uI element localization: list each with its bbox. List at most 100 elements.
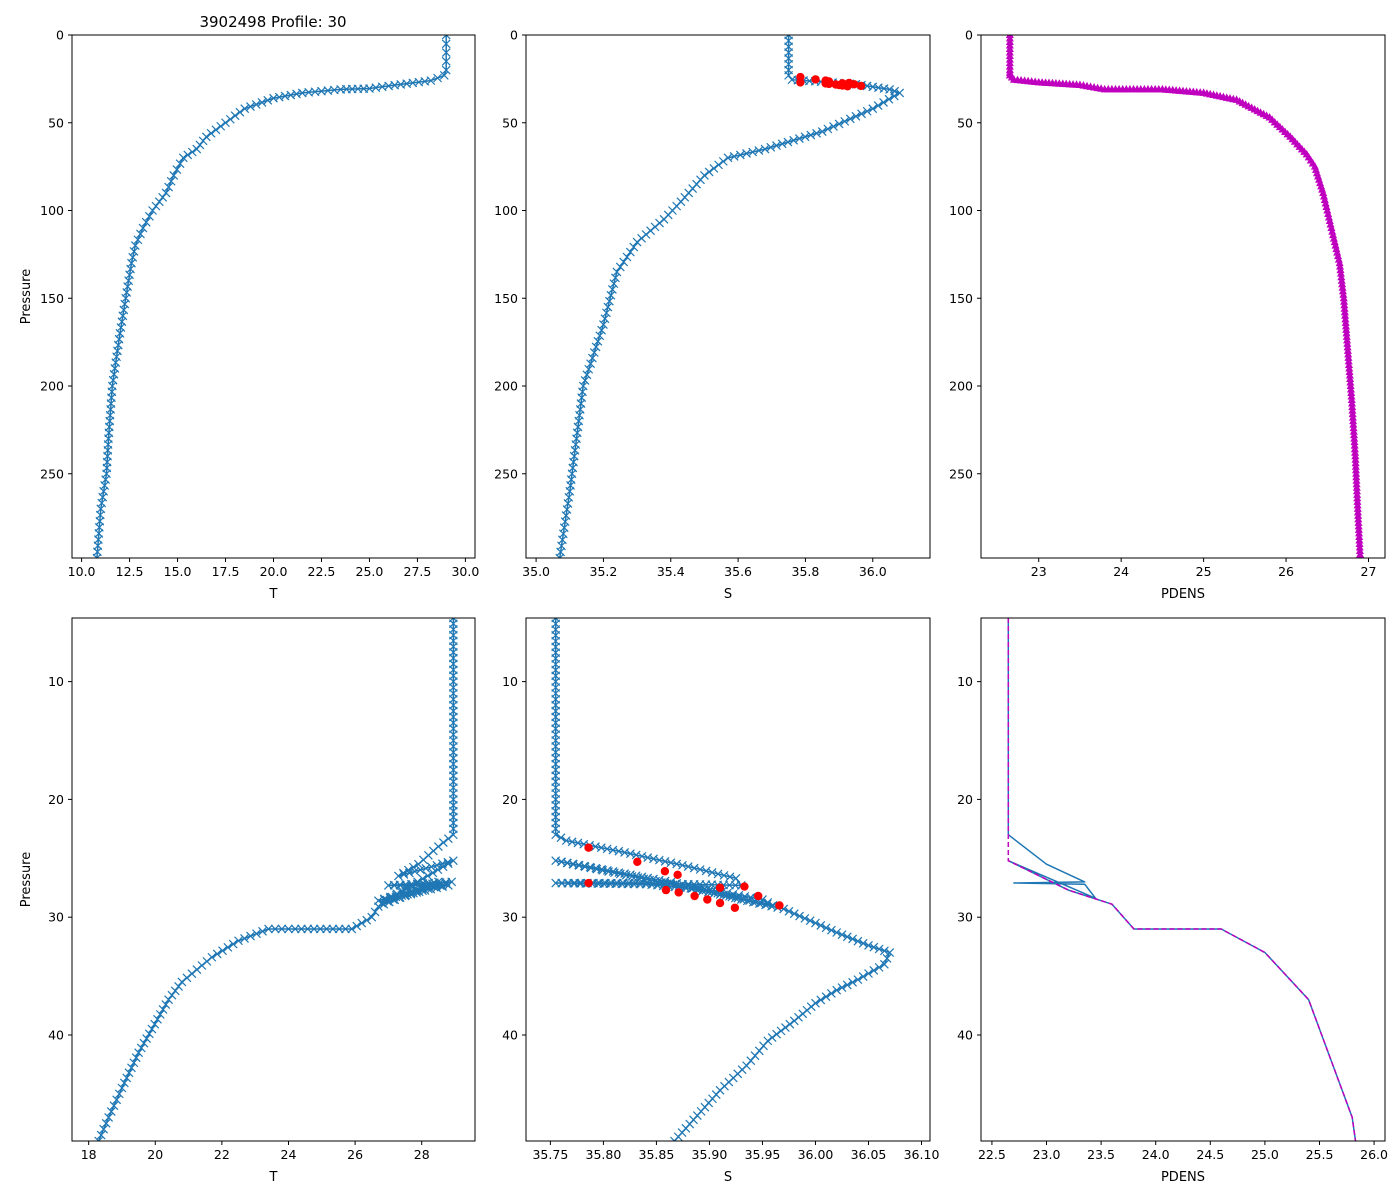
data-point — [1347, 388, 1356, 397]
y-tick-label: 10 — [957, 674, 973, 689]
data-point — [309, 924, 319, 934]
data-point — [172, 165, 182, 174]
series-pdens-overlay-line — [1007, 618, 1357, 1141]
data-point — [776, 1026, 786, 1036]
data-point — [122, 1073, 132, 1083]
data-point — [1345, 363, 1354, 372]
x-tick-label: 25.0 — [1251, 1147, 1279, 1162]
data-point — [879, 959, 889, 969]
data-point — [781, 1023, 790, 1032]
data-point — [1351, 451, 1360, 460]
data-point — [1336, 269, 1345, 277]
data-point — [104, 1113, 114, 1122]
data-point — [124, 1068, 134, 1078]
data-point — [1349, 423, 1358, 432]
data-point — [593, 336, 603, 346]
plot-area — [1005, 35, 1365, 558]
y-tick-label: 150 — [40, 291, 64, 306]
data-point — [683, 880, 693, 890]
x-tick-label: 18 — [81, 1147, 97, 1162]
data-point — [144, 211, 154, 221]
data-point — [1354, 511, 1363, 519]
x-tick-label: 27 — [1361, 564, 1377, 579]
axes-frame — [71, 617, 476, 1142]
x-tick-label: 25 — [1196, 564, 1212, 579]
data-point — [709, 163, 719, 173]
data-point — [395, 893, 405, 903]
y-tick-label: 150 — [494, 291, 518, 306]
data-point — [1321, 198, 1330, 207]
data-point — [228, 939, 238, 949]
data-point — [438, 838, 448, 848]
y-tick-label: 200 — [949, 379, 973, 394]
data-point — [1346, 385, 1355, 393]
data-point — [829, 122, 838, 131]
data-point — [580, 375, 590, 385]
data-point — [589, 348, 599, 357]
data-point — [1320, 195, 1329, 203]
data-point — [625, 247, 635, 257]
y-tick-label: 250 — [494, 466, 518, 481]
flagged-point — [811, 75, 820, 84]
data-point — [197, 961, 207, 970]
data-point — [257, 97, 267, 107]
x-tick-label: 24 — [281, 1147, 297, 1162]
x-tick-label: 36.10 — [904, 1147, 940, 1162]
data-point — [1348, 409, 1357, 418]
data-point — [874, 944, 884, 954]
data-point — [1356, 549, 1365, 558]
data-point — [240, 933, 249, 943]
data-point — [154, 197, 164, 207]
axes-frame — [980, 34, 1386, 559]
data-point — [1344, 356, 1353, 365]
x-tick-label: 24.5 — [1196, 1147, 1224, 1162]
data-point — [1354, 525, 1363, 533]
data-point — [1346, 377, 1355, 386]
data-point — [1334, 255, 1343, 263]
data-point — [198, 136, 208, 146]
data-point — [246, 102, 255, 112]
data-point — [1342, 328, 1351, 337]
data-point — [99, 1124, 109, 1134]
data-point — [1341, 314, 1350, 323]
x-axis-label: PDENS — [1161, 1170, 1205, 1185]
flagged-point — [740, 882, 749, 891]
data-point — [1337, 272, 1346, 281]
data-point — [812, 128, 821, 138]
flagged-point — [690, 891, 699, 901]
data-point — [612, 267, 622, 277]
data-point — [406, 888, 416, 898]
data-point — [207, 952, 217, 962]
flagged-point — [824, 79, 834, 89]
data-point — [1355, 535, 1364, 544]
data-point — [1346, 374, 1355, 382]
data-point — [766, 142, 776, 152]
data-point — [582, 370, 592, 380]
data-point — [393, 871, 403, 881]
x-tick-label: 24.0 — [1142, 1147, 1170, 1162]
data-point — [606, 290, 616, 300]
data-point — [391, 890, 401, 900]
data-point — [428, 879, 438, 889]
data-point — [1353, 490, 1362, 498]
data-point — [1347, 392, 1356, 400]
data-point — [164, 182, 174, 192]
data-point — [94, 1136, 104, 1141]
data-point — [1355, 532, 1364, 540]
data-point — [785, 1019, 795, 1029]
x-tick-label: 35.90 — [692, 1147, 728, 1162]
x-tick-label: 10.0 — [68, 564, 96, 579]
data-point — [1325, 216, 1334, 225]
data-point — [704, 167, 714, 177]
data-point — [421, 863, 431, 873]
flagged-point — [775, 901, 784, 910]
y-tick-label: 250 — [949, 466, 973, 481]
data-point — [192, 965, 202, 975]
data-point — [772, 1029, 782, 1039]
plot-area — [551, 618, 895, 1141]
data-point — [1347, 395, 1356, 404]
panel-density-full: 23 24 25 26 27 0 50 100 150 200 250 PDENS — [949, 28, 1386, 602]
data-point — [192, 144, 202, 154]
data-point — [821, 923, 831, 933]
data-point — [622, 252, 632, 262]
